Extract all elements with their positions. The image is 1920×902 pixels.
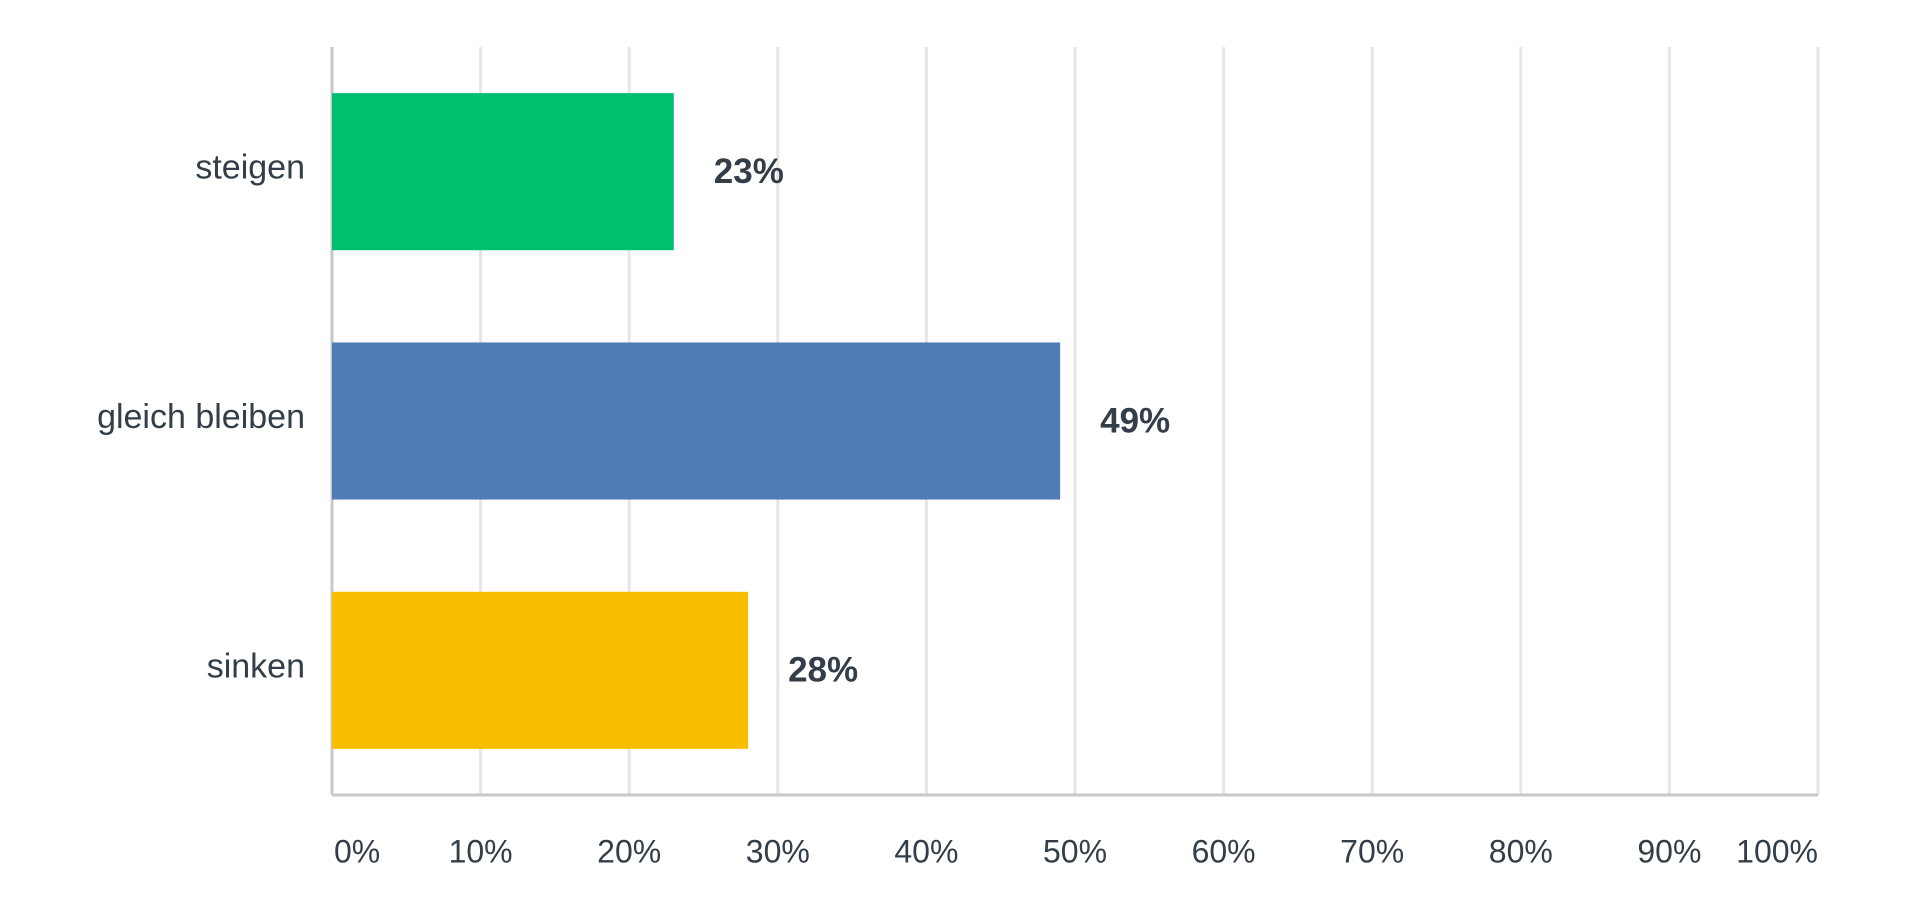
x-tick-label: 80% — [1489, 833, 1553, 869]
bar — [332, 591, 749, 749]
x-tick-label: 20% — [597, 833, 661, 869]
x-tick-label: 100% — [1736, 833, 1818, 869]
category-label: gleich bleiben — [97, 398, 305, 436]
bar — [332, 93, 674, 251]
x-tick-label: 60% — [1192, 833, 1256, 869]
data-label: 23% — [714, 152, 784, 191]
x-tick-label: 30% — [746, 833, 810, 869]
x-tick-label: 90% — [1637, 833, 1701, 869]
bar — [332, 342, 1061, 500]
x-tick-label: 10% — [449, 833, 513, 869]
data-label: 28% — [788, 651, 858, 690]
x-tick-label: 50% — [1043, 833, 1107, 869]
x-tick-label: 70% — [1340, 833, 1404, 869]
x-tick-label: 40% — [894, 833, 958, 869]
x-tick-label: 0% — [334, 833, 380, 869]
data-label: 49% — [1100, 401, 1170, 440]
category-label: steigen — [195, 149, 305, 187]
category-label: sinken — [207, 647, 305, 685]
